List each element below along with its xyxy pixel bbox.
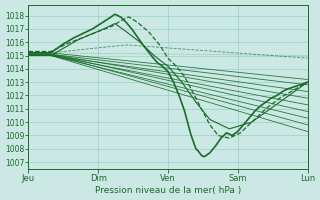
- X-axis label: Pression niveau de la mer( hPa ): Pression niveau de la mer( hPa ): [95, 186, 241, 195]
